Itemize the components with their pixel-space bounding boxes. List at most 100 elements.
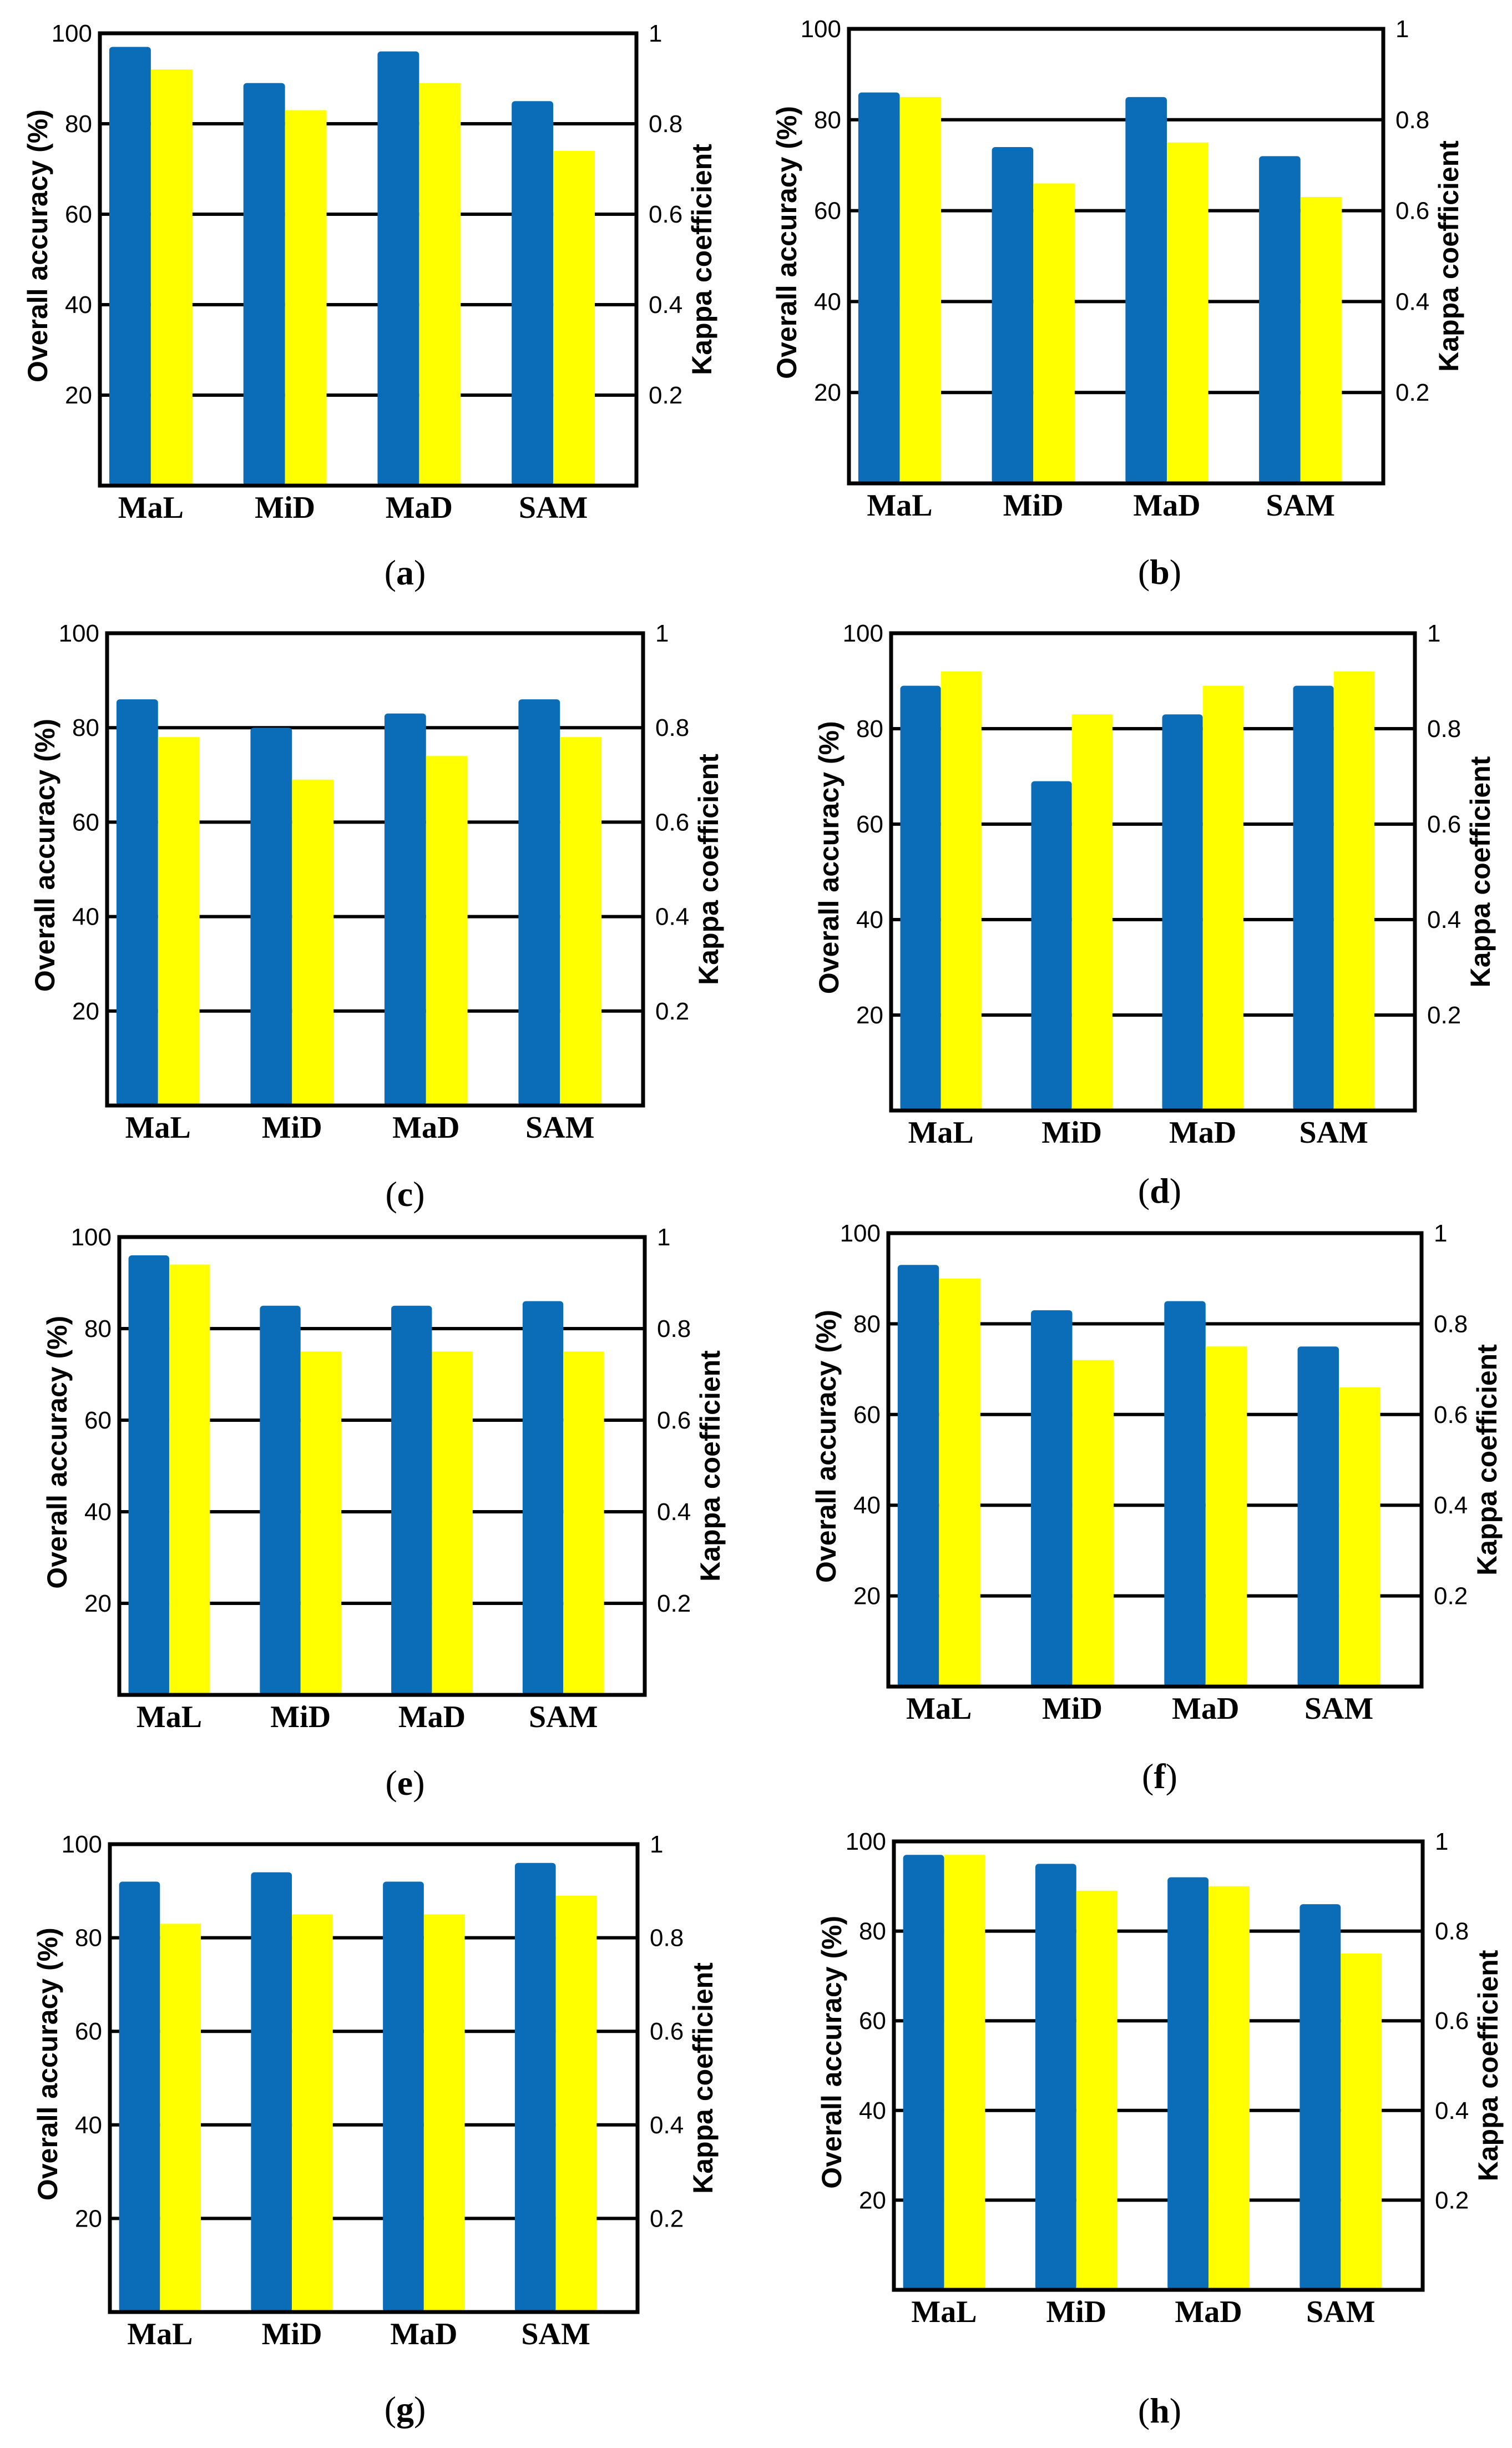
x-tick-label: SAM [1306,2295,1375,2329]
y2-tick-label: 0.4 [649,291,682,319]
bar-kappa-MiD [1076,1890,1117,2290]
y2-tick-label: 0.8 [657,1315,691,1342]
x-tick-label: MiD [270,1700,331,1734]
bar-kappa-SAM [1339,1387,1380,1687]
y-tick-label: 40 [859,2097,886,2124]
y2-tick-label: 0.2 [1434,1583,1468,1610]
y2-axis-title: Kappa coefficient [695,1350,726,1582]
bar-kappa-MaD [1202,685,1243,1111]
bar-kappa-MaD [1205,1346,1247,1687]
plot-frame [98,31,639,488]
chart-panel-h: MaL MiD MaD SAM 20 40 60 80 100 0.2 0.4 0.6 0.8 1 Over… [816,1828,1504,2430]
chart-panel-b: MaL MiD MaD SAM 20 40 60 80 100 0.2 0.4 0.6 0.8 1 Over… [771,16,1464,592]
y-tick-label: 80 [814,107,841,134]
bar-kappa-MiD [292,779,334,1106]
bar-kappa-MiD [1072,1360,1114,1687]
y2-tick-label: 0.2 [650,2205,684,2232]
y2-tick-label: 0.6 [1434,1401,1468,1429]
bar-kappa-MaL [899,97,942,484]
y-tick-label: 40 [84,1498,112,1526]
bar-overall-accuracy-MaD [377,51,419,486]
plot-frame [889,631,1417,1113]
x-tick-label: MaD [1133,488,1200,523]
bar-overall-accuracy-MiD [1031,781,1072,1111]
panel-label: (g) [385,2389,426,2429]
chart-panel-d: MaL MiD MaD SAM 20 40 60 80 100 0.2 0.4 0.6 0.8 1 Over… [813,620,1496,1210]
y2-tick-label: 0.6 [649,201,682,228]
y2-tick-label: 0.6 [650,2018,684,2045]
bar-overall-accuracy-MiD [992,147,1034,483]
y2-tick-label: 0.8 [650,1925,684,1952]
bar-overall-accuracy-SAM [512,101,554,486]
y-tick-label: 40 [814,288,841,315]
plot-frame [108,1842,640,2314]
y-tick-label: 60 [65,201,92,228]
y2-tick-label: 0.2 [657,1590,691,1617]
y-tick-label: 100 [840,1220,881,1247]
bar-overall-accuracy-MaD [1164,1301,1206,1687]
y-tick-label: 40 [75,2112,102,2139]
y-tick-label: 40 [72,904,99,931]
y2-tick-label: 0.8 [1427,715,1461,743]
chart-panel-f: MaL MiD MaD SAM 20 40 60 80 100 0.2 0.4 0.6 0.8 1 Over… [811,1220,1503,1796]
plot-frame [886,1231,1424,1689]
y-tick-label: 60 [84,1407,112,1434]
x-tick-label: MaL [908,1116,974,1150]
bar-kappa-MaL [944,1855,985,2290]
x-tick-label: MaL [127,2317,193,2351]
bar-kappa-MaL [150,69,193,486]
bar-overall-accuracy-MaD [1162,714,1203,1111]
x-tick-label: MaD [1172,1692,1239,1726]
panel-label: (h) [1138,2391,1181,2430]
y2-axis-title: Kappa coefficient [1473,1950,1504,2181]
x-tick-label: MaD [390,2317,457,2351]
panel-label: (f) [1142,1756,1177,1796]
bar-kappa-SAM [555,1895,597,2312]
y-tick-label: 20 [853,1583,881,1610]
bar-overall-accuracy-MiD [243,83,285,486]
y2-axis-title: Kappa coefficient [1433,140,1464,372]
x-tick-label: SAM [525,1111,594,1145]
y2-tick-label: 1 [1427,620,1440,647]
y2-tick-label: 0.6 [1395,198,1429,225]
bar-kappa-SAM [1300,197,1342,483]
panel-label: (e) [385,1763,424,1803]
x-tick-label: MaL [867,488,932,523]
y-axis-title: Overall accuracy (%) [42,1316,73,1589]
y-tick-label: 80 [65,110,92,138]
bar-overall-accuracy-MiD [1035,1864,1076,2290]
y-tick-label: 60 [853,1401,881,1429]
y-axis-title: Overall accuracy (%) [771,106,802,379]
chart-panel-a: MaL MiD MaD SAM 20 40 60 80 100 0.2 0.4 0.6 0.8 1 Over… [22,20,717,592]
y-tick-label: 20 [75,2205,102,2232]
y-tick-label: 60 [72,809,99,836]
bar-kappa-MaD [432,1351,473,1695]
y-tick-label: 60 [75,2018,102,2045]
bar-overall-accuracy-SAM [1293,685,1334,1111]
y2-tick-label: 0.6 [1435,2007,1469,2035]
y-tick-label: 40 [856,906,883,933]
bar-overall-accuracy-SAM [1299,1904,1341,2290]
bar-overall-accuracy-MaD [1167,1877,1209,2290]
y-tick-label: 100 [62,1831,102,1858]
panel-label: (d) [1138,1171,1181,1210]
y2-tick-label: 0.6 [655,809,689,836]
x-tick-label: MiD [262,2317,322,2351]
y2-tick-label: 1 [657,1224,670,1251]
y2-tick-label: 1 [655,620,669,647]
y2-axis-title: Kappa coefficient [1471,1344,1503,1576]
y2-tick-label: 0.8 [649,110,682,138]
y-tick-label: 100 [843,620,883,647]
y-tick-label: 20 [856,1002,883,1029]
y-axis-title: Overall accuracy (%) [29,719,60,992]
y-tick-label: 80 [859,1918,886,1945]
bar-kappa-MaD [419,83,461,486]
y2-tick-label: 1 [649,20,662,47]
x-tick-label: MaL [911,2295,977,2329]
x-tick-label: MiD [1041,1116,1102,1150]
x-tick-label: MiD [1003,488,1064,523]
y-tick-label: 80 [72,714,99,741]
bar-kappa-MiD [292,1914,333,2312]
y-tick-label: 20 [859,2187,886,2214]
